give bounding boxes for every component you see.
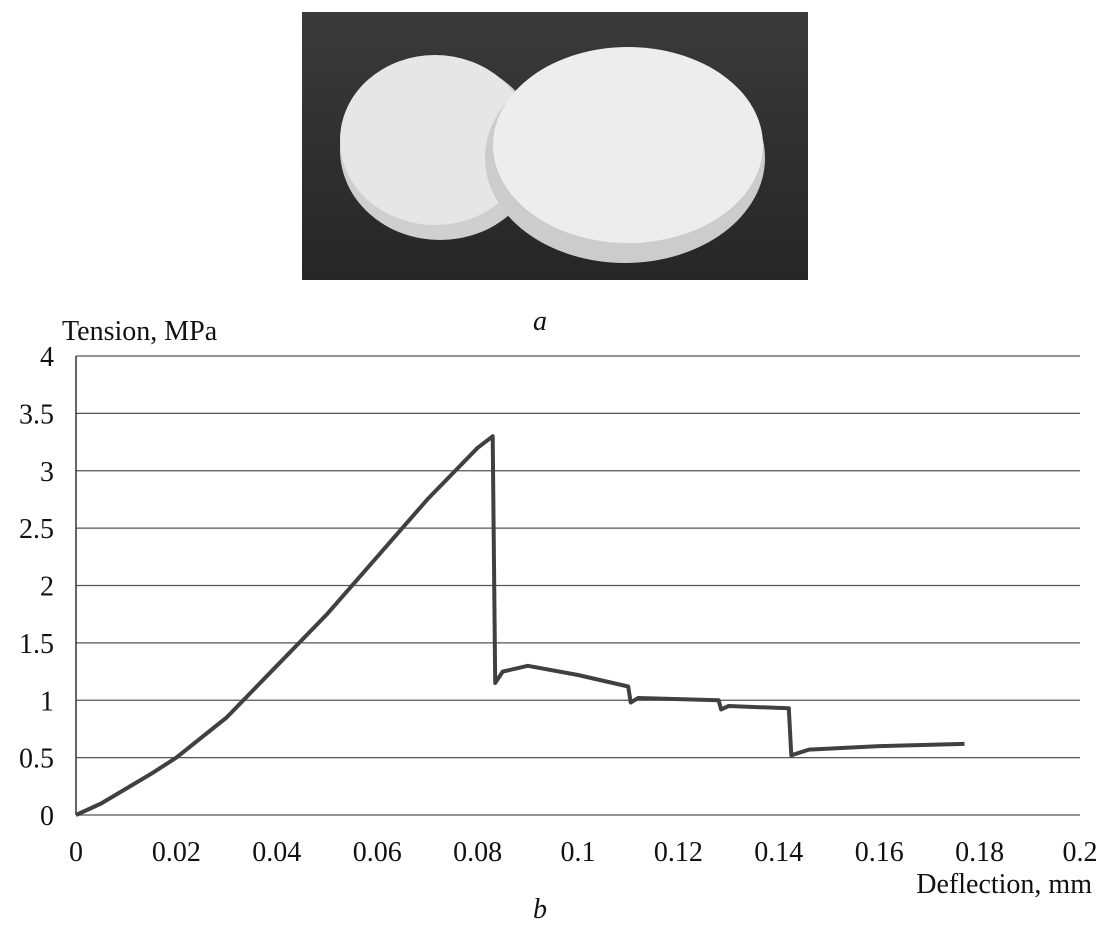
- data-line: [75, 434, 965, 817]
- x-tick-label: 0.2: [1063, 837, 1098, 868]
- x-tick-label: 0: [69, 837, 83, 868]
- y-tick-label: 1.5: [19, 629, 54, 660]
- y-tick-label: 4: [40, 342, 54, 373]
- photo: [302, 12, 808, 280]
- y-tick-label: 0.5: [19, 744, 54, 775]
- y-axis-label: Tension, MPa: [62, 316, 218, 347]
- y-tick-label: 3: [40, 457, 54, 488]
- x-tick-label: 0.1: [561, 837, 596, 868]
- y-tick-label: 2.5: [19, 514, 54, 545]
- x-axis-label: Deflection, mm: [916, 869, 1092, 900]
- x-tick-label: 0.12: [654, 837, 703, 868]
- x-tick-label: 0.04: [252, 837, 301, 868]
- y-tick-label: 3.5: [19, 399, 54, 430]
- x-tick-label: 0.08: [453, 837, 502, 868]
- x-tick-label: 0.14: [754, 837, 803, 868]
- y-tick-label: 2: [40, 572, 54, 603]
- y-tick-label: 1: [40, 686, 54, 717]
- photo-caption: a: [533, 306, 547, 337]
- y-tick-label: 0: [40, 801, 54, 832]
- x-tick-label: 0.06: [353, 837, 402, 868]
- chart-caption: b: [533, 894, 547, 924]
- x-tick-label: 0.18: [955, 837, 1004, 868]
- x-tick-label: 0.02: [152, 837, 201, 868]
- x-tick-label: 0.16: [855, 837, 904, 868]
